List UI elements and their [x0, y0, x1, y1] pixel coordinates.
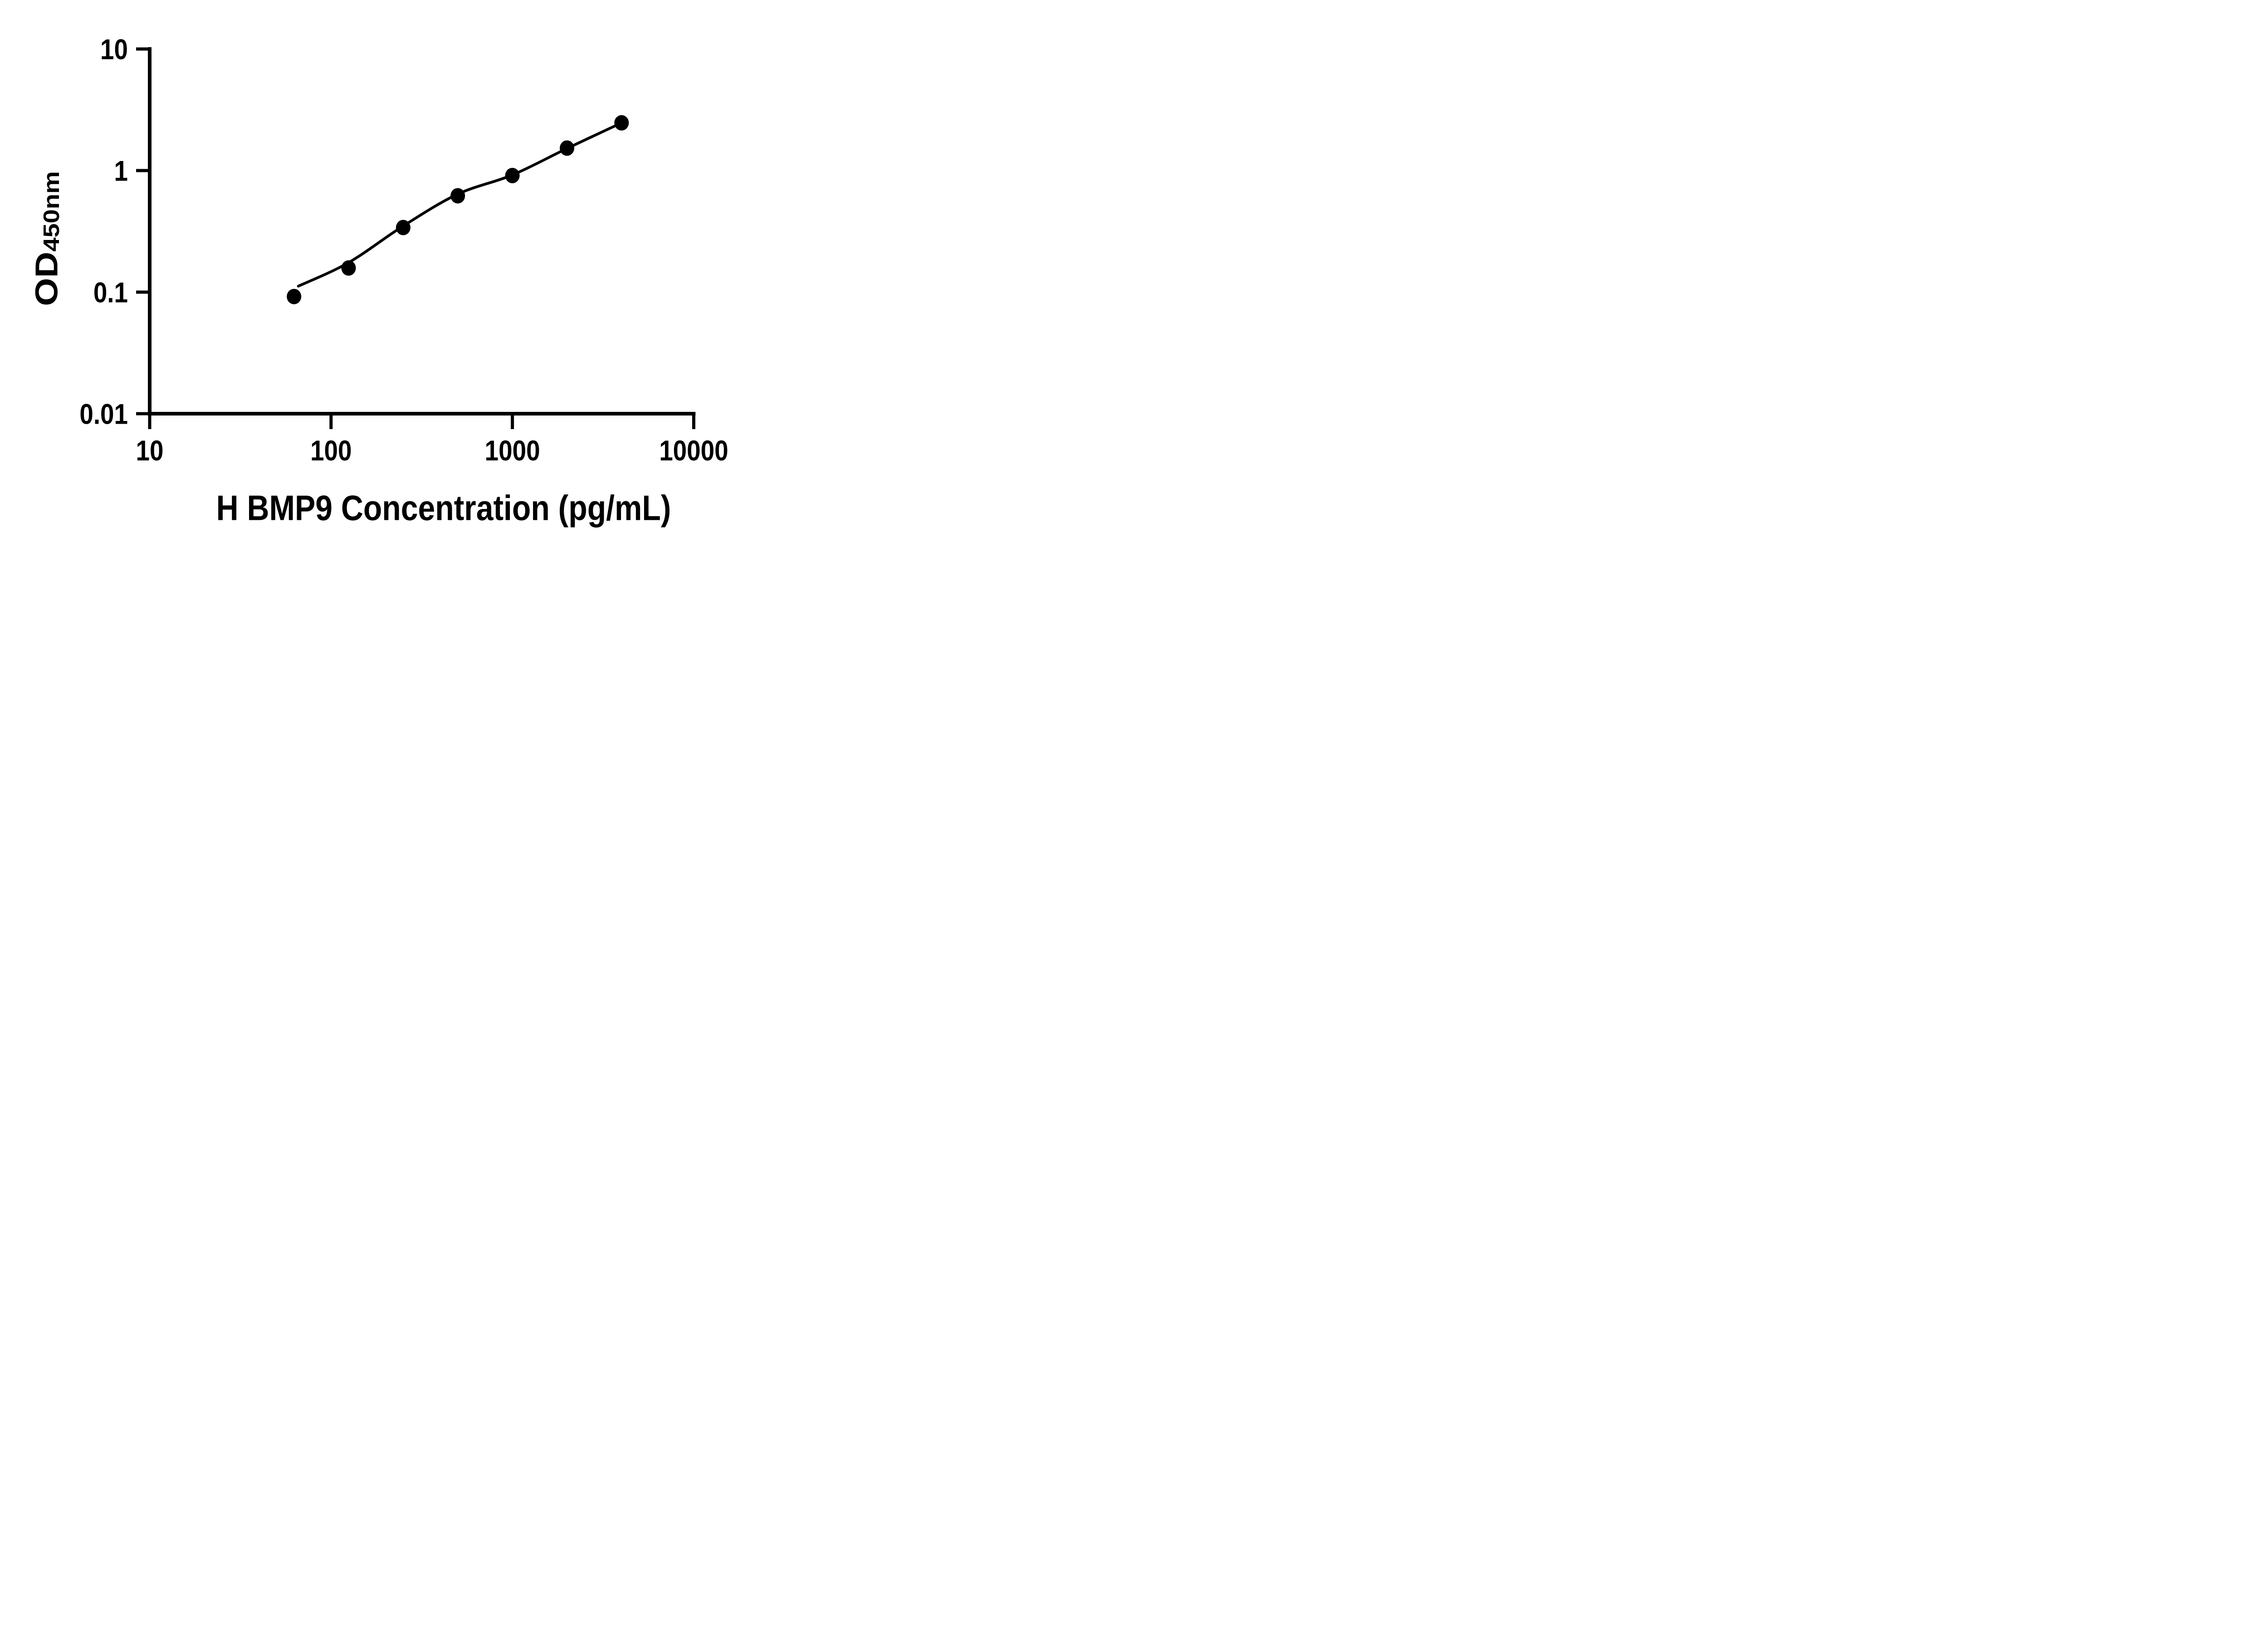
y-tick-label: 0.1	[93, 277, 128, 308]
y-tick-label: 10	[100, 34, 128, 65]
y-tick-label: 0.01	[79, 398, 128, 430]
y-axis-title: OD450nm	[29, 171, 65, 306]
data-point	[287, 288, 302, 304]
data-point	[560, 140, 574, 156]
x-tick-label: 1000	[485, 435, 540, 466]
data-point	[505, 168, 520, 183]
x-tick-label: 10000	[659, 435, 728, 466]
x-tick-label: 10	[136, 435, 164, 466]
data-point	[450, 188, 465, 204]
x-tick-label: 100	[310, 435, 352, 466]
data-point	[396, 220, 411, 235]
axes-spine	[148, 47, 696, 416]
x-axis-title: H BMP9 Concentration (pg/mL)	[216, 488, 671, 528]
y-axis-title-subscript: 450nm	[39, 171, 64, 252]
y-axis-title-main: OD	[29, 251, 64, 306]
y-tick-label: 1	[114, 155, 128, 187]
data-point	[341, 260, 356, 276]
standard-curve-plot: 0.01 0.1 1 10 10 100 1000 10000	[79, 34, 728, 467]
figure: 0.01 0.1 1 10 10 100 1000 10000 OD450nm H BMP9 …	[0, 0, 777, 544]
data-point	[614, 115, 629, 131]
